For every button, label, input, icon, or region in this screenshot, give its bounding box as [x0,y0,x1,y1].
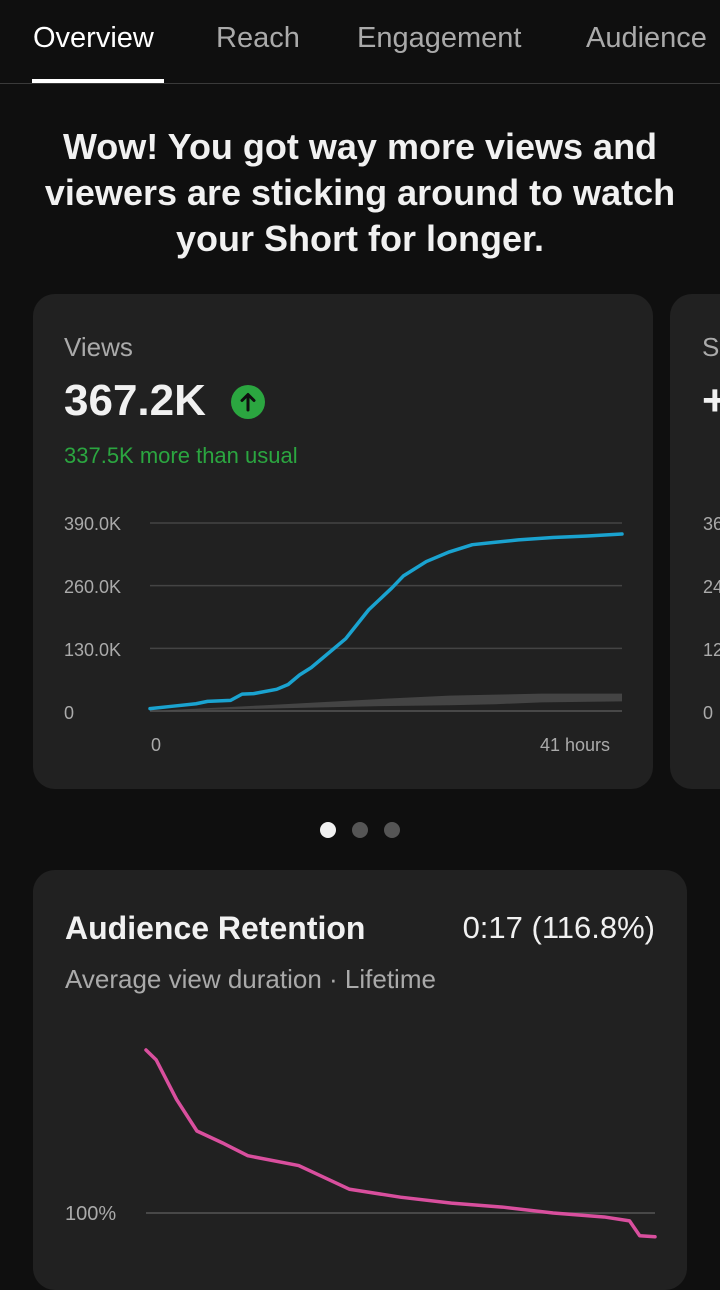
audience-retention-card[interactable]: Audience Retention 0:17 (116.8%) Average… [33,870,687,1290]
y-tick-label: 36 [703,514,720,534]
tab-audience[interactable]: Audience [586,22,707,54]
pager-dot[interactable] [384,822,400,838]
retention-subtitle: Average view duration · Lifetime [65,964,436,994]
y-tick-label: 390.0K [64,514,122,534]
tab-engagement[interactable]: Engagement [357,22,522,54]
y-tick-label: 130.0K [64,640,122,660]
y-tick-label: 24 [703,577,720,597]
active-tab-indicator [32,79,164,83]
insight-headline: Wow! You got way more views and viewers … [44,126,676,259]
retention-value: 0:17 (116.8%) [462,910,655,945]
retention-series-line [144,1048,657,1239]
views-series-line [148,532,624,711]
views-line-chart [148,522,624,712]
y-tick-label: 12 [703,640,720,660]
typical-range-band [150,693,622,711]
tab-overview[interactable]: Overview [33,22,154,54]
views-label: Views [64,332,133,362]
next-card-label: S [702,332,720,362]
x-tick-label: 41 hours [540,735,611,755]
y-tick-label: 0 [64,703,75,723]
views-card[interactable]: Views 367.2K 337.5K more than usual 390.… [33,294,653,789]
y-tick-label: 260.0K [64,577,122,597]
x-tick-label: 0 [151,735,162,755]
tab-reach[interactable]: Reach [216,22,300,54]
arrow-up-icon [231,385,265,419]
pager-dot[interactable] [352,822,368,838]
views-value: 367.2K [64,376,206,425]
tab-bar: Overview Reach Engagement Audience [0,0,720,84]
retention-ref-label: 100% [65,1203,117,1225]
views-delta-text: 337.5K more than usual [64,443,298,468]
retention-title: Audience Retention [65,910,366,946]
next-card-value: + [702,376,720,425]
next-metric-card[interactable]: S + 36 24 12 0 [670,294,720,789]
pager-dot[interactable] [320,822,336,838]
retention-line-chart [144,1048,657,1239]
y-tick-label: 0 [703,703,714,723]
